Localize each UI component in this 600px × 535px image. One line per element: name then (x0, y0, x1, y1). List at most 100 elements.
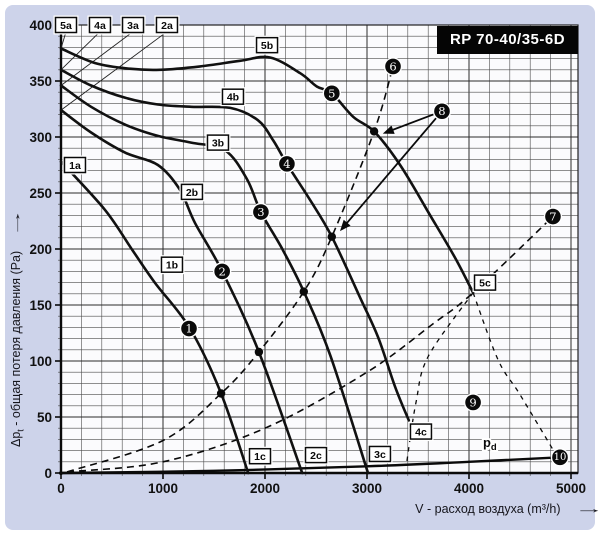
annotation-arrow-line (343, 110, 443, 228)
boundary-right-of-9 (472, 292, 557, 456)
curve-label-5a: 5a (53, 15, 79, 35)
curve-label-3a: 3a (120, 15, 146, 35)
fan-curve-4 (59, 68, 411, 422)
curve-label-1c: 1c (247, 446, 273, 466)
label-text: 3a (127, 20, 139, 32)
y-axis-label-subscript: t (15, 429, 26, 432)
curve-label-1b: 1b (159, 255, 185, 275)
curve-label-2c: 2c (303, 445, 329, 465)
label-box (63, 156, 87, 174)
x-tick-label: 5000 (556, 481, 586, 496)
y-axis-label-rest: - общая потеря давления (Pa) (9, 250, 23, 430)
point-marker-6: 6 (383, 57, 403, 76)
label-box (206, 134, 230, 151)
y-tick-label: 50 (37, 410, 52, 425)
marker-number: 1 (185, 322, 192, 336)
intersection-dot (327, 232, 336, 241)
y-axis-label-symbol: Δp (9, 431, 23, 447)
curve-label-2a: 2a (154, 15, 180, 35)
x-axis-label: V - расход воздуха (m³/h) → (225, 502, 600, 516)
label-box (221, 88, 245, 105)
x-tick-label: 2000 (250, 481, 280, 496)
y-tick-label: 400 (29, 18, 52, 33)
point-marker-7: 7 (543, 207, 563, 226)
x-tick-label: 1000 (148, 481, 178, 496)
label-box (255, 36, 279, 54)
curve-label-2b: 2b (179, 182, 205, 202)
fan-curve-5 (59, 47, 475, 294)
label-text: 2a (161, 20, 173, 32)
label-box (155, 16, 179, 34)
marker-circle (385, 58, 401, 75)
curve-label-3c: 3c (367, 444, 393, 464)
label-text: 4b (227, 92, 239, 104)
marker-number: 6 (389, 59, 396, 73)
y-axis-label: Δpt - общая потеря давления (Pa) → (9, 25, 35, 473)
label-text: 4a (94, 20, 106, 32)
marker-circle (465, 394, 481, 411)
label-text: 3c (374, 449, 386, 461)
curve-label-1a: 1a (62, 155, 88, 175)
curve-label-4a: 4a (87, 15, 113, 35)
label-box (121, 16, 145, 34)
y-tick-label: 250 (29, 186, 52, 201)
y-tick-label: 150 (29, 298, 52, 313)
marker-circle (279, 156, 295, 172)
label-text: 5a (60, 20, 72, 32)
marker-number: 2 (218, 264, 225, 278)
pd-label: pd (483, 435, 497, 453)
label-text: 1b (166, 260, 178, 272)
point-marker-8: 8 (432, 102, 452, 121)
y-tick-label: 350 (29, 74, 52, 89)
x-tick-label: 3000 (352, 481, 382, 496)
marker-number: 4 (283, 157, 290, 171)
intersection-dot (369, 127, 379, 136)
y-axis-label-text: Δpt - общая потеря давления (Pa) (9, 250, 26, 447)
label-text: 1c (254, 451, 266, 463)
intersection-dot (216, 389, 226, 398)
y-tick-label: 300 (29, 130, 52, 145)
marker-circle (214, 263, 230, 280)
label-box (409, 423, 433, 440)
marker-number: 10 (554, 452, 567, 463)
marker-number: 7 (549, 210, 556, 224)
point-marker-1: 1 (179, 319, 199, 338)
x-axis-label-text: V - расход воздуха (m³/h) (415, 502, 561, 516)
marker-number: 8 (438, 104, 445, 118)
curve-label-5c: 5c (472, 273, 498, 293)
annotation-arrowhead-icon (382, 125, 395, 134)
label-text: 5b (261, 40, 273, 52)
marker-circle (434, 103, 450, 120)
point-marker-3: 3 (251, 202, 271, 222)
boundary-left-of-9 (406, 292, 474, 462)
marker-circle (253, 204, 269, 220)
x-axis-arrow-icon: → (574, 502, 600, 516)
label-box (304, 446, 328, 464)
marker-circle (552, 449, 568, 466)
label-text: 2b (186, 187, 198, 199)
label-text: 5c (479, 278, 491, 290)
chart-panel: 0 1000 2000 3000 4000 5000 0 50 100 150 200 250 300 3… (5, 5, 600, 530)
label-box (180, 183, 204, 201)
x-tick-label: 4000 (454, 481, 484, 496)
label-box (54, 16, 78, 34)
label-box (368, 445, 392, 463)
curve-label-5b: 5b (254, 35, 280, 55)
label-text: 4c (415, 427, 427, 439)
marker-number: 3 (257, 205, 264, 219)
point-marker-4: 4 (277, 154, 297, 174)
curve-label-4c: 4c (408, 422, 434, 442)
point-marker-10: 10 (550, 448, 570, 467)
system-resistance-to-6 (66, 66, 394, 473)
intersection-dot (254, 347, 264, 357)
system-resistance-to-7 (67, 215, 554, 473)
point-marker-5: 5 (322, 84, 342, 103)
point-marker-9: 9 (463, 393, 483, 412)
y-tick-label: 200 (29, 242, 52, 257)
fan-model-title: RP 70-40/35-6D (437, 26, 578, 54)
y-tick-label: 100 (29, 354, 52, 369)
tick-labels: 0 1000 2000 3000 4000 5000 0 50 100 150 200 250 300 3… (29, 18, 586, 496)
curve-label-4b: 4b (220, 87, 246, 107)
label-text: 3b (212, 138, 224, 150)
